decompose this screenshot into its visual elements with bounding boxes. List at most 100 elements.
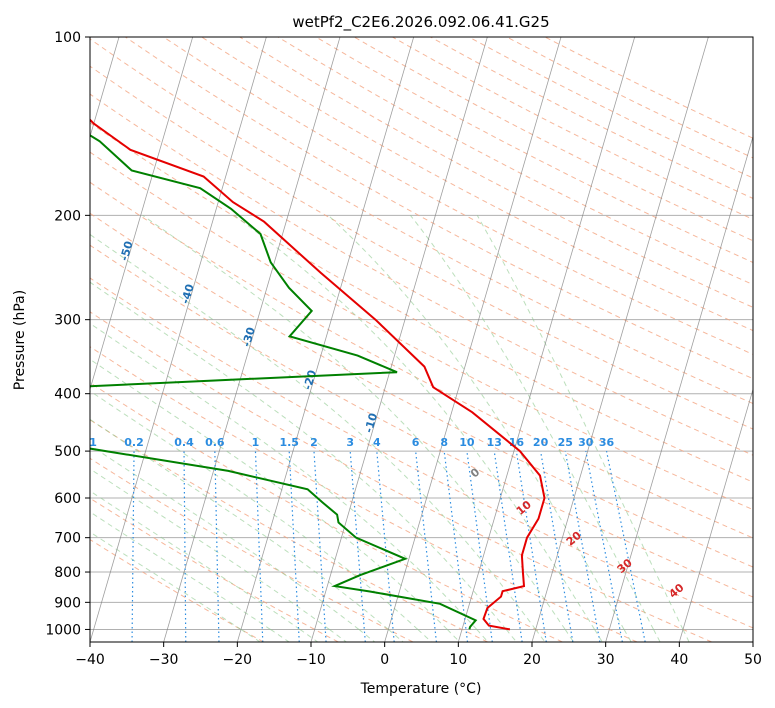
moist-adiabat [90, 444, 376, 642]
mixing-ratio-line [313, 451, 327, 642]
moist-adiabat [90, 358, 461, 642]
mixing-ratio-line [131, 451, 135, 642]
moist-adiabat [327, 214, 632, 642]
x-axis-ticks: −40 −30 −20 −10 0 10 20 30 40 50 [75, 642, 762, 668]
dry-adiabat [90, 346, 638, 642]
mixing-ratio-label: 13 [487, 436, 502, 449]
isotherm-label: -50 [118, 239, 136, 262]
y-axis-label: Pressure (hPa) [12, 290, 28, 390]
mixing-ratio-label: 1 [252, 436, 260, 449]
x-tick-label: −30 [149, 652, 179, 668]
moist-adiabat [90, 511, 290, 642]
isotherm [90, 37, 267, 642]
mixing-ratio-label: 3 [346, 436, 354, 449]
moist-adiabat [90, 468, 347, 642]
dewpoint-profile-line [90, 134, 478, 630]
mixing-ratio-label: 36 [599, 436, 615, 449]
isotherm-label: -10 [362, 411, 380, 434]
mixing-ratio-label: 10 [459, 436, 475, 449]
moist-adiabats [90, 214, 690, 642]
mixing-ratio-line [515, 451, 547, 642]
mixing-ratio-line [376, 451, 395, 642]
x-tick-label: −20 [223, 652, 253, 668]
mixing-ratio-label: 30 [578, 436, 594, 449]
dry-adiabat [90, 181, 753, 539]
moist-adiabat [90, 281, 517, 642]
moist-adiabat [90, 490, 319, 642]
moist-adiabat [90, 418, 404, 642]
x-tick-label: 50 [744, 652, 762, 668]
mixing-ratio-label: 6 [412, 436, 420, 449]
mixing-ratio-label: 0.2 [124, 436, 144, 449]
moist-adiabat [90, 531, 261, 642]
mixing-ratio-line [539, 451, 574, 642]
isotherm-label: -40 [179, 282, 197, 305]
mixing-ratio-line [605, 450, 646, 642]
isotherm [531, 37, 709, 642]
mixing-ratio-line [493, 451, 523, 642]
plot-area: -100-90-80-70-60-50-40-30-20-10 0.10.20.… [77, 37, 753, 642]
chart-title: wetPf2_C2E6.2026.092.06.41.G25 [292, 13, 549, 32]
mixing-ratio-line [466, 451, 493, 642]
isotherm [457, 37, 636, 642]
dry-adiabat [90, 65, 753, 430]
mixing-ratio-label: 8 [440, 436, 448, 449]
y-tick-label: 200 [54, 208, 81, 224]
mixing-ratio-line [349, 451, 366, 642]
mixing-ratio-line [564, 450, 601, 642]
dry-adiabat [90, 311, 712, 642]
moist-adiabat [233, 214, 603, 642]
mixing-ratio-label: 25 [558, 436, 573, 449]
isotherm [236, 37, 415, 642]
dry-adiabat [201, 37, 753, 332]
mixing-ratio-label: 0.1 [77, 436, 97, 449]
x-axis-label: Temperature (°C) [360, 681, 482, 697]
mixing-ratio-line [288, 451, 300, 642]
dry-adiabat [90, 538, 264, 642]
y-tick-label: 800 [54, 565, 81, 581]
dry-adiabat [90, 244, 753, 598]
mixing-ratio-label: 1.5 [279, 436, 299, 449]
isotherm [163, 37, 341, 642]
isotherm [384, 37, 562, 642]
temperature-profile-line [90, 118, 546, 631]
x-tick-label: 10 [449, 652, 467, 668]
x-tick-label: 40 [670, 652, 688, 668]
dry-adiabat [90, 419, 488, 642]
isotherm-label: -30 [240, 325, 258, 348]
mixing-ratio-label: 0.4 [174, 436, 194, 449]
isotherm [310, 37, 488, 642]
y-tick-label: 900 [54, 595, 81, 611]
isotherm-labels: -100-90-80-70-60-50-40-30-20-10 [118, 239, 381, 434]
isotherm [678, 387, 753, 642]
x-tick-label: 0 [380, 652, 389, 668]
isotherm-label: -20 [301, 368, 319, 391]
mixing-ratio-line [183, 451, 187, 642]
mixing-ratio-line [214, 451, 220, 642]
mixing-ratio-line [585, 450, 623, 642]
y-tick-label: 400 [54, 387, 81, 403]
mixing-ratio-line [415, 451, 438, 642]
y-tick-label: 100 [54, 30, 81, 46]
moist-adiabat [90, 322, 489, 642]
y-axis-ticks: 100 200 300 400 500 600 700 800 900 1000 [45, 30, 90, 638]
y-tick-label: 600 [54, 491, 81, 507]
mixing-ratio-line [254, 451, 264, 642]
y-tick-label: 300 [54, 313, 81, 329]
mixing-ratio-label: 20 [533, 436, 549, 449]
y-tick-label: 1000 [45, 622, 81, 638]
x-tick-label: 30 [597, 652, 615, 668]
dry-adiabat [90, 122, 753, 483]
plot-frame [89, 36, 754, 643]
x-tick-label: 20 [523, 652, 541, 668]
dry-adiabat [90, 277, 753, 629]
x-tick-label: −40 [75, 652, 105, 668]
mixing-ratio-label: 2 [310, 436, 318, 449]
isotherm [90, 37, 194, 391]
mixing-ratio-lines [131, 450, 646, 642]
mixing-ratio-line [443, 451, 469, 642]
y-tick-label: 500 [54, 444, 81, 460]
